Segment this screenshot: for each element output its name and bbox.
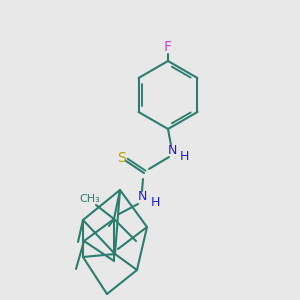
Text: S: S [118,151,126,165]
Text: F: F [164,40,172,54]
Text: H: H [150,196,160,209]
Text: CH₃: CH₃ [80,194,100,204]
Text: H: H [179,149,189,163]
Text: N: N [167,145,177,158]
Text: N: N [137,190,147,203]
